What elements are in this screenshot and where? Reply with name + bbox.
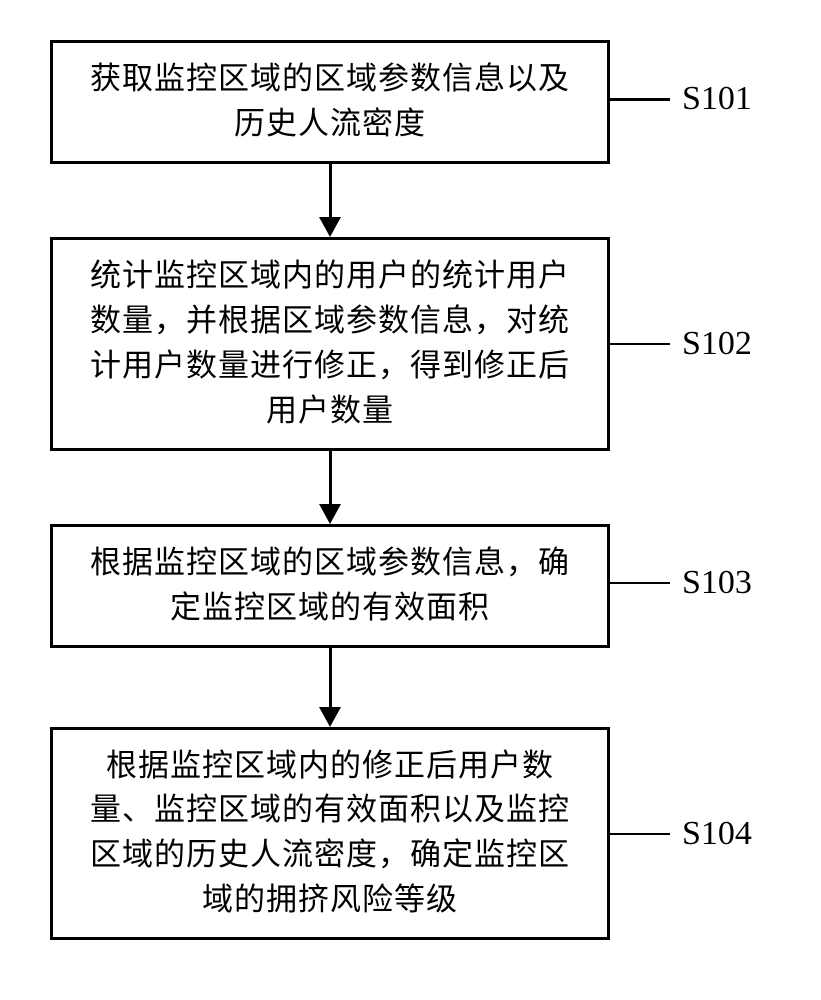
step-box-s101: 获取监控区域的区域参数信息以及历史人流密度 (50, 40, 610, 164)
connector-3 (319, 648, 341, 727)
step-label-s103: S103 (682, 564, 752, 602)
step-label-s104: S104 (682, 815, 752, 853)
step-text-s101: 获取监控区域的区域参数信息以及历史人流密度 (75, 57, 585, 147)
step-label-s102: S102 (682, 325, 752, 363)
step-box-s102: 统计监控区域内的用户的统计用户数量，并根据区域参数信息，对统计用户数量进行修正，… (50, 237, 610, 451)
label-line-s102 (610, 343, 670, 346)
arrow-head-icon (319, 217, 341, 237)
arrow-line-2 (329, 451, 332, 505)
step-row-s102: 统计监控区域内的用户的统计用户数量，并根据区域参数信息，对统计用户数量进行修正，… (50, 237, 610, 451)
step-text-s102: 统计监控区域内的用户的统计用户数量，并根据区域参数信息，对统计用户数量进行修正，… (75, 254, 585, 434)
step-box-s103: 根据监控区域的区域参数信息，确定监控区域的有效面积 (50, 524, 610, 648)
step-text-s104: 根据监控区域内的修正后用户数量、监控区域的有效面积以及监控区域的历史人流密度，确… (75, 744, 585, 924)
step-box-s104: 根据监控区域内的修正后用户数量、监控区域的有效面积以及监控区域的历史人流密度，确… (50, 727, 610, 941)
arrow-line-1 (329, 164, 332, 218)
step-row-s103: 根据监控区域的区域参数信息，确定监控区域的有效面积 S103 (50, 524, 610, 648)
step-label-s101: S101 (682, 80, 752, 118)
connector-1 (319, 164, 341, 237)
label-line-s101 (610, 98, 670, 101)
label-line-s103 (610, 582, 670, 585)
arrow-head-icon (319, 504, 341, 524)
flowchart-container: 获取监控区域的区域参数信息以及历史人流密度 S101 统计监控区域内的用户的统计… (50, 40, 610, 940)
step-row-s104: 根据监控区域内的修正后用户数量、监控区域的有效面积以及监控区域的历史人流密度，确… (50, 727, 610, 941)
step-row-s101: 获取监控区域的区域参数信息以及历史人流密度 S101 (50, 40, 610, 164)
connector-2 (319, 451, 341, 524)
arrow-line-3 (329, 648, 332, 708)
label-line-s104 (610, 833, 670, 836)
arrow-head-icon (319, 707, 341, 727)
step-text-s103: 根据监控区域的区域参数信息，确定监控区域的有效面积 (75, 541, 585, 631)
